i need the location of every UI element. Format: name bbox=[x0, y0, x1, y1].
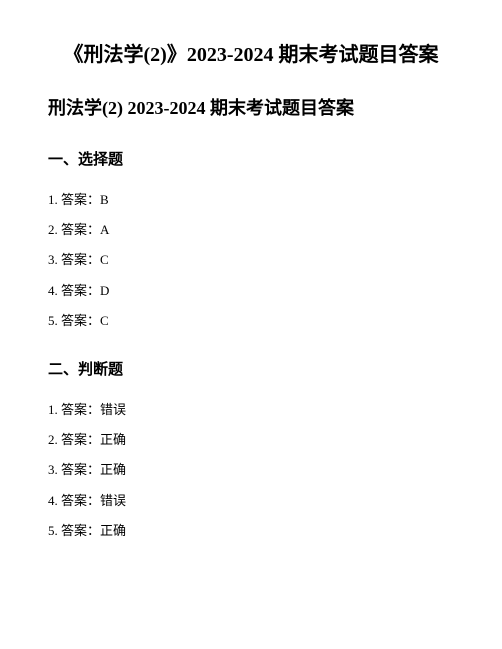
sub-title: 刑法学(2) 2023-2024 期末考试题目答案 bbox=[48, 94, 454, 120]
answer-item: 2. 答案：A bbox=[48, 221, 454, 239]
main-title: 《刑法学(2)》2023-2024 期末考试题目答案 bbox=[48, 40, 454, 70]
answer-item: 1. 答案：B bbox=[48, 191, 454, 209]
answer-list-choice: 1. 答案：B 2. 答案：A 3. 答案：C 4. 答案：D 5. 答案：C bbox=[48, 191, 454, 330]
answer-item: 5. 答案：C bbox=[48, 312, 454, 330]
answer-item: 2. 答案：正确 bbox=[48, 431, 454, 449]
answer-item: 4. 答案：D bbox=[48, 282, 454, 300]
answer-item: 4. 答案：错误 bbox=[48, 492, 454, 510]
section-title-1: 一、选择题 bbox=[48, 148, 454, 169]
section-title-2: 二、判断题 bbox=[48, 358, 454, 379]
answer-item: 5. 答案：正确 bbox=[48, 522, 454, 540]
answer-item: 1. 答案：错误 bbox=[48, 401, 454, 419]
answer-list-judge: 1. 答案：错误 2. 答案：正确 3. 答案：正确 4. 答案：错误 5. 答… bbox=[48, 401, 454, 540]
answer-item: 3. 答案：C bbox=[48, 251, 454, 269]
answer-item: 3. 答案：正确 bbox=[48, 461, 454, 479]
